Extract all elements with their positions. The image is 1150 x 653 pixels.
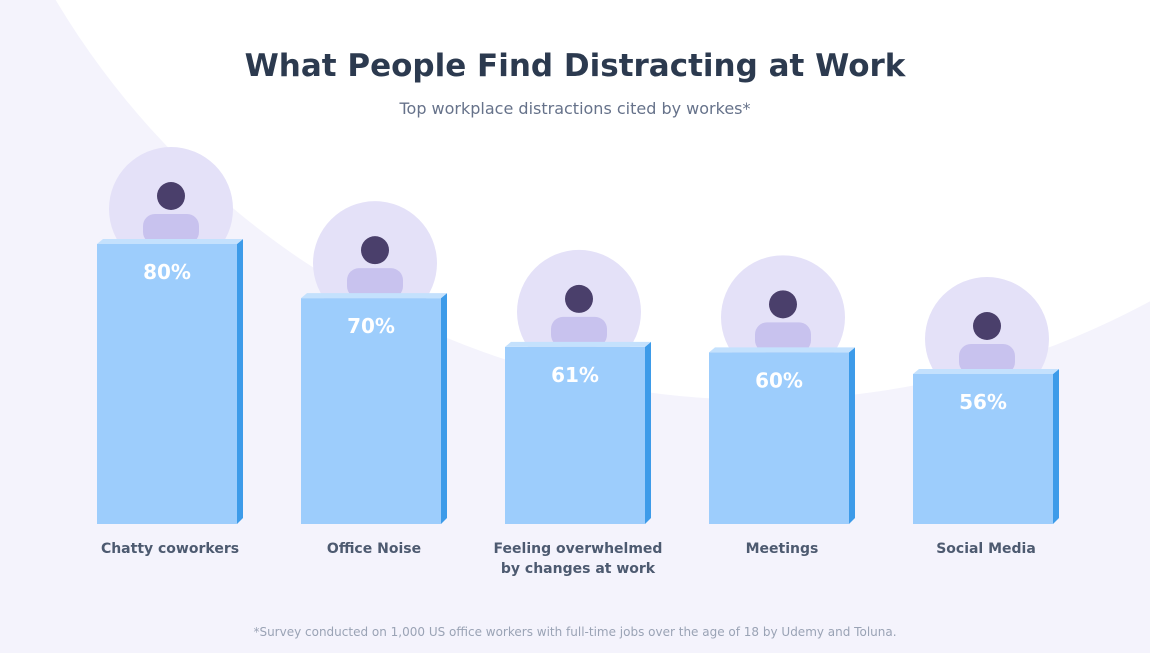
chart-subtitle: Top workplace distractions cited by work… (399, 99, 751, 118)
illustration-figure (973, 312, 1001, 340)
chart-title: What People Find Distracting at Work (244, 48, 906, 84)
illustration-figure (361, 236, 389, 265)
value-label: 80% (143, 260, 191, 284)
bar (709, 352, 849, 524)
bar-top (97, 239, 243, 244)
category-label: Feeling overwhelmed by changes at work (493, 541, 663, 577)
illustration-body (143, 214, 199, 244)
bar (505, 346, 645, 524)
background-shape (56, 0, 1150, 400)
illustration-body (959, 344, 1015, 374)
bars: 80% 70% 61% 60% 56% (97, 147, 1059, 524)
category-label: Meetings (745, 541, 819, 557)
bar-top (301, 293, 447, 299)
bar-side (237, 239, 243, 524)
bar-top (913, 369, 1059, 374)
bar (301, 298, 441, 524)
bar-side (1053, 369, 1059, 524)
bar-side (441, 293, 447, 524)
bar (97, 244, 237, 524)
illustration-body (347, 268, 403, 299)
illustration-body (551, 316, 607, 347)
category-label: Office Noise (326, 541, 422, 557)
value-label: 61% (551, 363, 599, 387)
value-label: 60% (755, 368, 803, 392)
footnote: *Survey conducted on 1,000 US office wor… (253, 625, 897, 639)
category-label: Social Media (936, 541, 1036, 557)
value-label: 70% (347, 314, 395, 338)
value-label: 56% (959, 390, 1007, 414)
bar-top (709, 347, 855, 353)
bar-side (645, 341, 651, 524)
illustration-figure (769, 290, 797, 319)
bar (913, 374, 1053, 524)
illustration-figure (565, 284, 593, 313)
illustration-figure (157, 182, 185, 210)
bar-top (505, 341, 651, 347)
illustration-body (755, 322, 811, 353)
category-label: Chatty coworkers (100, 541, 240, 557)
bar-side (849, 347, 855, 524)
